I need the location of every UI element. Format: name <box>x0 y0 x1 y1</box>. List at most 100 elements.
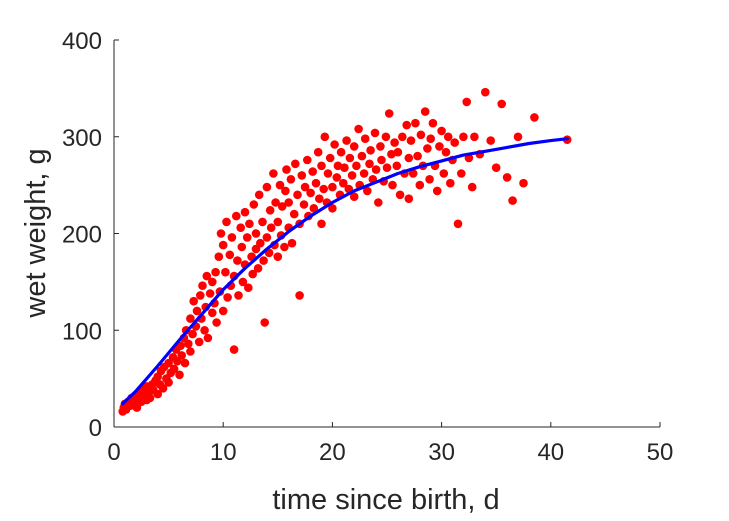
data-point <box>388 180 397 190</box>
data-point <box>392 161 402 171</box>
data-point <box>237 242 247 252</box>
data-point <box>462 97 472 107</box>
data-point <box>411 118 420 128</box>
data-point <box>255 238 265 248</box>
data-point <box>328 182 337 192</box>
data-point <box>450 138 460 147</box>
data-point <box>359 169 369 178</box>
data-point <box>325 153 335 163</box>
data-point <box>374 198 383 207</box>
data-point <box>366 146 375 155</box>
data-point <box>282 165 291 174</box>
data-point <box>311 178 321 188</box>
data-point <box>360 134 370 143</box>
data-point <box>184 339 193 349</box>
data-point <box>266 223 276 232</box>
data-point <box>508 196 517 205</box>
data-point <box>145 393 155 403</box>
data-point <box>432 186 442 196</box>
data-point <box>287 238 297 248</box>
data-point <box>259 256 268 265</box>
data-point <box>169 364 179 374</box>
data-point <box>357 151 367 161</box>
data-point <box>441 147 451 157</box>
data-point <box>381 132 391 142</box>
data-point <box>249 200 259 209</box>
data-point <box>404 153 414 163</box>
data-point <box>244 283 253 293</box>
data-point <box>275 180 285 190</box>
data-point <box>238 277 248 287</box>
data-point <box>323 169 333 178</box>
data-point <box>232 211 241 221</box>
data-point <box>481 87 490 97</box>
data-point <box>223 293 232 302</box>
data-point <box>211 267 220 277</box>
data-point <box>251 229 261 238</box>
data-point <box>297 171 307 180</box>
data-point <box>333 161 343 171</box>
data-point <box>234 291 243 300</box>
data-point <box>291 159 300 169</box>
data-point <box>281 186 290 196</box>
data-point <box>286 175 296 184</box>
y-tick-label: 100 <box>62 318 102 345</box>
data-point <box>470 132 479 142</box>
data-point <box>317 219 326 229</box>
data-point <box>371 165 381 174</box>
data-point <box>349 192 359 201</box>
data-point <box>273 252 283 261</box>
data-point <box>271 198 280 207</box>
data-point <box>459 132 468 142</box>
data-point <box>214 252 224 261</box>
data-point <box>387 149 396 159</box>
data-point <box>221 267 230 277</box>
data-point <box>406 136 416 145</box>
data-point <box>200 326 209 335</box>
y-tick-label: 400 <box>62 28 102 55</box>
data-point <box>227 233 237 242</box>
data-point <box>269 169 278 178</box>
data-point <box>519 178 528 188</box>
data-point <box>208 277 217 287</box>
data-point <box>205 289 215 298</box>
data-point <box>332 173 342 182</box>
data-point <box>289 209 299 219</box>
data-point <box>260 318 270 327</box>
y-tick-label: 0 <box>89 415 102 442</box>
data-point <box>439 169 449 178</box>
data-point <box>273 217 283 227</box>
data-point <box>336 147 346 157</box>
data-point <box>245 219 254 229</box>
data-point <box>395 190 405 200</box>
data-point <box>280 242 289 252</box>
data-point <box>530 113 539 122</box>
data-point <box>186 347 195 356</box>
data-point <box>428 118 438 128</box>
axes: 0 10 20 30 40 50 0 100 200 300 400 <box>62 28 673 466</box>
data-point <box>208 308 217 318</box>
data-point <box>192 306 202 316</box>
data-point <box>300 182 310 192</box>
data-point <box>382 163 392 172</box>
data-point <box>339 178 348 188</box>
data-point <box>242 233 252 242</box>
data-point <box>180 358 190 368</box>
data-point <box>229 345 239 354</box>
data-point <box>196 291 205 300</box>
x-tick-label: 10 <box>210 439 237 466</box>
data-point <box>177 351 186 360</box>
data-point <box>342 136 351 145</box>
data-point <box>328 204 337 213</box>
data-point <box>384 109 394 118</box>
data-point <box>497 99 507 109</box>
data-point <box>202 271 212 281</box>
data-point <box>408 169 418 178</box>
data-point <box>404 194 414 203</box>
data-point <box>240 207 250 217</box>
plot-area <box>118 87 572 416</box>
data-point <box>295 291 304 300</box>
data-point <box>426 134 436 143</box>
data-point <box>345 153 355 163</box>
data-point <box>313 147 323 157</box>
